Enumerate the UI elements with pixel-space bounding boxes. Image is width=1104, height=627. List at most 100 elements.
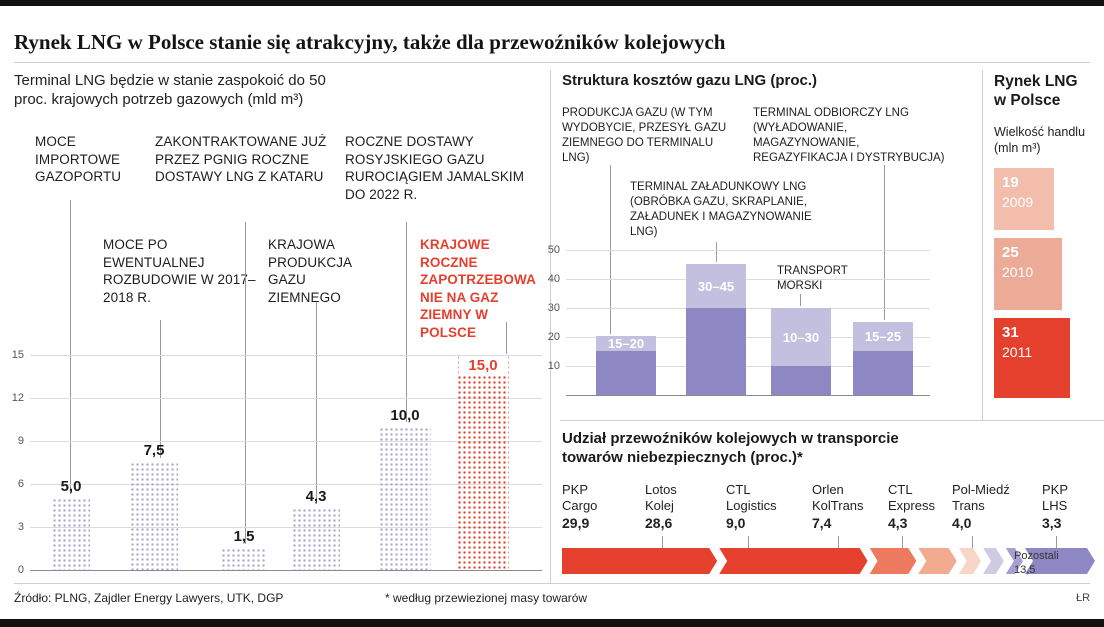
y-axis-tick-label: 15 xyxy=(11,349,24,361)
arrow-segment-pkp-cargo xyxy=(562,548,717,574)
carrier-name: Orlen KolTrans xyxy=(812,482,864,513)
label-dostawy-rosyjskie: ROCZNE DOSTAWY ROSYJSKIEGO GAZU RUROCIĄG… xyxy=(345,134,525,202)
bottom-rule xyxy=(0,619,1104,627)
label-moce-po-rozbudowie: MOCE PO EWENTUALNEJ ROZBUDOWIE W 2017–20… xyxy=(103,237,256,305)
range-min xyxy=(596,351,656,395)
market-value: 19 xyxy=(1002,174,1019,191)
arrow-segment-ctl-express xyxy=(959,548,981,574)
range-min xyxy=(686,308,746,395)
rail-label-orlen-koltrans: Orlen KolTrans 7,4 xyxy=(812,482,878,532)
bar-moce-po-rozbudowie: 7,5 xyxy=(130,442,178,570)
leader-line xyxy=(838,536,839,554)
rail-label-pol-miedz-trans: Pol-Miedź Trans 4,0 xyxy=(952,482,1026,532)
arrow-segment-lotos-kolej xyxy=(719,548,867,574)
section-divider-vertical-1 xyxy=(550,70,551,584)
carrier-share: 3,3 xyxy=(1042,515,1062,532)
carrier-name: CTL Express xyxy=(888,482,935,513)
bar-dostawy-rosyjskie: 10,0 xyxy=(379,407,431,570)
y-axis-tick-label: 3 xyxy=(17,521,24,533)
section-divider-vertical-2 xyxy=(982,70,983,420)
y-axis-tick-label: 12 xyxy=(11,392,24,404)
leader-line xyxy=(884,165,885,320)
author-credit: ŁR xyxy=(1076,592,1091,604)
leader-line xyxy=(70,200,71,494)
arrow-segment-ctl-logistics xyxy=(870,548,917,574)
arrow-segment-pol-miedź-trans xyxy=(983,548,1004,574)
range-bar-transport-morski: 10–30 xyxy=(771,308,831,395)
range-band: 10–30 xyxy=(771,308,831,366)
label-moce-importowe: MOCE IMPORTOWE GAZOPORTU xyxy=(35,134,122,185)
label-produkcja-gazu: PRODUKCJA GAZU (W TYM WYDOBYCIE, PRZESYŁ… xyxy=(562,107,727,164)
leader-line xyxy=(406,222,407,422)
carrier-share: 4,0 xyxy=(952,515,972,532)
market-box-2009: 19 2009 xyxy=(994,168,1054,230)
label-zakontraktowane-pgnig: ZAKONTRAKTOWANE JUŻ PRZEZ PGNIG ROCZNE D… xyxy=(155,134,327,185)
leader-line xyxy=(902,536,903,554)
rail-label-ctl-logistics: CTL Logistics 9,0 xyxy=(726,482,792,532)
y-axis-tick-label: 9 xyxy=(17,435,24,447)
y-axis-tick-label: 10 xyxy=(547,360,560,372)
leader-line xyxy=(506,322,507,354)
rail-share-arrow-bar xyxy=(562,548,1095,574)
page-title: Rynek LNG w Polsce stanie się atrakcyjny… xyxy=(14,30,726,54)
leader-line xyxy=(610,165,611,334)
label-terminal-odbiorczy: TERMINAL ODBIORCZY LNG (WYŁADOWANIE, MAG… xyxy=(753,107,945,164)
rail-chart-title: Udział przewoźników kolejowych w transpo… xyxy=(562,430,899,466)
leader-line xyxy=(662,536,663,554)
market-panel-subtitle: Wielkość handlu (mln m³) xyxy=(994,125,1086,156)
terminal-chart-plot: 5,0 7,5 1,5 4,3 10,0 15,0 0 3 6 9 12 15 xyxy=(12,349,542,576)
top-rule xyxy=(0,0,1104,6)
carrier-name: Pol-Miedź Trans xyxy=(952,482,1010,513)
rail-label-lotos-kolej: Lotos Kolej 28,6 xyxy=(645,482,705,532)
source-note: Źródło: PLNG, Zajdler Energy Lawyers, UT… xyxy=(14,591,284,605)
range-bar-terminal-zaladunkowy: 30–45 xyxy=(686,264,746,395)
carrier-share: 4,3 xyxy=(888,515,908,532)
bar-value-label: 7,5 xyxy=(143,442,165,459)
range-min xyxy=(771,366,831,395)
y-axis-tick-label: 40 xyxy=(547,273,560,285)
range-band: 30–45 xyxy=(686,264,746,308)
y-axis-tick-label: 0 xyxy=(17,564,24,576)
y-axis-tick-label: 30 xyxy=(547,302,560,314)
carrier-share: 13,5 xyxy=(1014,563,1036,576)
market-box-2010: 25 2010 xyxy=(994,238,1062,310)
label-krajowe-zapotrzebowanie: KRAJOWE ROCZNE ZAPOTRZEBOWANIE NA GAZ ZI… xyxy=(420,237,536,340)
range-bar-produkcja-gazu: 15–20 xyxy=(596,336,656,395)
carrier-name: Lotos Kolej xyxy=(645,482,677,513)
y-axis-tick-label: 50 xyxy=(547,244,560,256)
label-krajowa-produkcja: KRAJOWA PRODUKCJA GAZU ZIEMNEGO xyxy=(268,237,352,305)
bar-value-label: 1,5 xyxy=(233,528,255,545)
carrier-share: 7,4 xyxy=(812,515,832,532)
carrier-share: 28,6 xyxy=(645,515,673,532)
leader-line xyxy=(748,536,749,554)
rail-label-ctl-express: CTL Express 4,3 xyxy=(888,482,950,532)
y-axis-tick-label: 6 xyxy=(17,478,24,490)
bar-krajowa-produkcja: 4,3 xyxy=(292,488,340,570)
bar-krajowe-zapotrzebowanie: 15,0 xyxy=(457,355,509,570)
carrier-share: 29,9 xyxy=(562,515,590,532)
market-panel-title: Rynek LNG w Polsce xyxy=(994,73,1078,110)
market-box-2011: 31 2011 xyxy=(994,318,1070,398)
arrow-segment-pkp-lhs xyxy=(1006,548,1023,574)
range-band: 15–20 xyxy=(596,336,656,351)
section-divider-horizontal xyxy=(560,420,1104,421)
range-bar-terminal-odbiorczy: 15–25 xyxy=(853,322,913,395)
rail-label-pkp-cargo: PKP Cargo 29,9 xyxy=(562,482,622,532)
bar-moce-importowe: 5,0 xyxy=(52,478,90,570)
bar-value-label: 4,3 xyxy=(305,488,327,505)
cost-chart-title: Struktura kosztów gazu LNG (proc.) xyxy=(562,72,818,89)
bar-value-label: 5,0 xyxy=(60,478,82,495)
market-value: 31 xyxy=(1002,324,1019,341)
carrier-name: Pozostali xyxy=(1014,550,1059,562)
leader-line xyxy=(1056,536,1057,554)
market-year: 2010 xyxy=(1002,263,1034,280)
range-band: 15–25 xyxy=(853,322,913,351)
arrow-segment-orlen-koltrans xyxy=(918,548,956,574)
footer-divider xyxy=(14,583,1090,584)
cost-chart-plot: 15–20 30–45 10–30 15–25 10 20 30 40 50 xyxy=(548,244,930,396)
footnote: * według przewiezionej masy towarów xyxy=(385,591,588,605)
carrier-name: PKP LHS xyxy=(1042,482,1068,513)
rail-label-pkp-lhs: PKP LHS 3,3 xyxy=(1042,482,1092,532)
arrow-segment-pozostali xyxy=(1025,548,1095,574)
